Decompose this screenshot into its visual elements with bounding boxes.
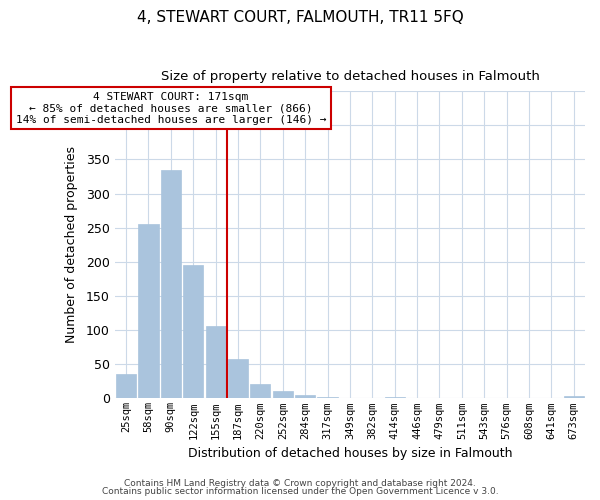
Bar: [385, 397, 405, 398]
Bar: [228, 360, 248, 399]
Text: Contains HM Land Registry data © Crown copyright and database right 2024.: Contains HM Land Registry data © Crown c…: [124, 478, 476, 488]
Bar: [139, 224, 158, 398]
Y-axis label: Number of detached properties: Number of detached properties: [65, 146, 78, 343]
Bar: [273, 391, 293, 398]
Bar: [116, 374, 136, 398]
X-axis label: Distribution of detached houses by size in Falmouth: Distribution of detached houses by size …: [188, 447, 512, 460]
Text: Contains public sector information licensed under the Open Government Licence v : Contains public sector information licen…: [101, 487, 499, 496]
Text: 4, STEWART COURT, FALMOUTH, TR11 5FQ: 4, STEWART COURT, FALMOUTH, TR11 5FQ: [137, 10, 463, 25]
Bar: [564, 396, 584, 398]
Title: Size of property relative to detached houses in Falmouth: Size of property relative to detached ho…: [161, 70, 539, 83]
Bar: [295, 395, 315, 398]
Bar: [161, 170, 181, 398]
Text: 4 STEWART COURT: 171sqm
← 85% of detached houses are smaller (866)
14% of semi-d: 4 STEWART COURT: 171sqm ← 85% of detache…: [16, 92, 326, 125]
Bar: [250, 384, 271, 398]
Bar: [206, 326, 226, 398]
Bar: [183, 265, 203, 398]
Bar: [317, 397, 338, 398]
